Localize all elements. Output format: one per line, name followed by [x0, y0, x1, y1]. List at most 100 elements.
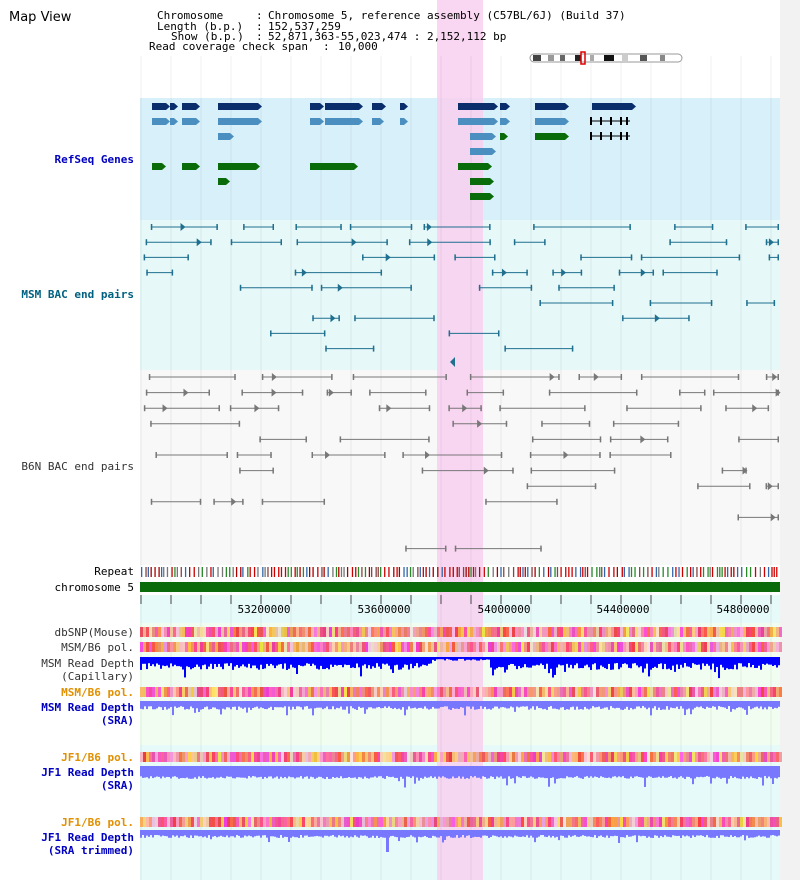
msm-capillary-depth-bar [628, 657, 630, 668]
repeat-feature [235, 567, 238, 577]
msm-sra-depth-bar [622, 701, 624, 710]
polymorphism-cell [578, 627, 581, 637]
repeat-feature [478, 567, 481, 577]
polymorphism-cell [338, 687, 341, 697]
jf1-sra-depth-bar [336, 766, 338, 778]
polymorphism-cell [173, 687, 176, 697]
msm-capillary-depth-bar [300, 657, 302, 666]
jf1-trimmed-depth-bar [526, 830, 528, 836]
msm-bac-end-marker [294, 269, 297, 276]
polymorphism-cell [572, 817, 575, 827]
polymorphism-cell [707, 752, 710, 762]
polymorphism-cell [158, 642, 161, 652]
jf1-trimmed-depth-bar [216, 830, 218, 838]
jf1-sra-depth-bar [394, 766, 396, 778]
gene-feature [182, 118, 196, 125]
msm-capillary-depth-bar [530, 657, 532, 668]
msm-sra-depth-bar [444, 701, 446, 707]
jf1-sra-depth-bar [416, 766, 418, 778]
msm-bac-end-marker [580, 254, 582, 261]
jf1-sra-depth-bar [338, 766, 340, 778]
polymorphism-cell [212, 752, 215, 762]
b6n-bac-arrow [328, 388, 334, 397]
jf1-trimmed-depth-bar [336, 830, 338, 838]
jf1-trimmed-depth-bar [778, 830, 780, 836]
track-label-refseq[interactable]: RefSeq Genes [54, 153, 134, 166]
msm-sra-depth-bar [234, 701, 236, 707]
jf1-trimmed-depth-bar [458, 830, 460, 838]
polymorphism-cell [374, 752, 377, 762]
polymorphism-cell [704, 627, 707, 637]
polymorphism-cell [302, 627, 305, 637]
jf1-sra-depth-bar [470, 766, 472, 777]
msm-bac-arrow [640, 268, 646, 277]
msm-bac-end-marker [380, 269, 383, 276]
msm-sra-depth-bar [396, 701, 398, 710]
polymorphism-cell [326, 627, 329, 637]
msm-capillary-depth-bar [658, 657, 660, 665]
msm-sra-depth-bar [620, 701, 622, 710]
selected-region-highlight[interactable] [437, 0, 483, 880]
polymorphism-cell [620, 627, 623, 637]
repeat-feature [492, 567, 494, 577]
polymorphism-cell [461, 752, 464, 762]
polymorphism-cell [398, 642, 401, 652]
jf1-trimmed-depth-bar [306, 830, 308, 836]
jf1-sra-depth-bar [652, 766, 654, 778]
polymorphism-cell [314, 817, 317, 827]
jf1-trimmed-depth-bar [676, 830, 678, 836]
msm-sra-depth-bar [608, 701, 610, 710]
track-label-b6n-bac[interactable]: B6N BAC end pairs [21, 460, 134, 473]
msm-bac-end-marker [640, 254, 643, 261]
jf1-sra-depth-bar [202, 766, 204, 777]
jf1-sra-depth-bar [476, 766, 478, 778]
msm-capillary-depth-bar [420, 657, 422, 667]
jf1-sra-depth-bar [474, 766, 476, 777]
polymorphism-cell [497, 752, 500, 762]
polymorphism-cell [251, 687, 254, 697]
jf1-sra-depth-bar [254, 766, 256, 777]
repeat-feature [278, 567, 280, 577]
polymorphism-cell [392, 817, 395, 827]
msm-sra-depth-bar [594, 701, 596, 708]
msm-capillary-depth-bar [746, 657, 748, 668]
msm-sra-depth-bar [500, 701, 502, 708]
gene-strand-arrow [506, 118, 510, 125]
polymorphism-cell [176, 817, 179, 827]
polymorphism-cell [188, 642, 191, 652]
polymorphism-cell [329, 817, 332, 827]
polymorphism-cell [737, 817, 740, 827]
polymorphism-cell [500, 817, 503, 827]
msm-bac-end-marker [710, 300, 713, 306]
gene-strand-arrow [258, 103, 262, 110]
b6n-bac-end-marker [703, 389, 706, 396]
track-label-msm-bac[interactable]: MSM BAC end pairs [21, 288, 134, 301]
msm-sra-depth-bar [294, 701, 296, 710]
polymorphism-cell [674, 642, 677, 652]
polymorphism-cell [167, 817, 170, 827]
b6n-bac-arrow [386, 404, 392, 413]
jf1-sra-depth-bar [186, 766, 188, 778]
jf1-trimmed-depth-bar [730, 830, 732, 836]
jf1-sra-depth-bar [418, 766, 420, 781]
msm-capillary-depth-bar [254, 657, 256, 666]
msm-sra-depth-bar [384, 701, 386, 707]
msm-sra-depth-bar [434, 701, 436, 709]
b6n-bac-end-marker [301, 389, 304, 396]
polymorphism-cell [542, 752, 545, 762]
polymorphism-cell [278, 752, 281, 762]
gene-strand-arrow [196, 103, 200, 110]
polymorphism-cell [542, 687, 545, 697]
msm-sra-depth-bar [630, 701, 632, 708]
msm-sra-depth-bar [170, 701, 172, 707]
jf1-sra-depth-bar [218, 766, 220, 778]
jf1-sra-depth-bar [168, 766, 170, 778]
msm-capillary-depth-bar [460, 657, 462, 659]
polymorphism-cell [638, 627, 641, 637]
msm-bac-end-marker [533, 224, 535, 230]
polymorphism-cell [227, 687, 230, 697]
msm-sra-depth-bar [778, 701, 780, 707]
polymorphism-cell [206, 817, 209, 827]
msm-capillary-depth-bar [528, 657, 530, 668]
